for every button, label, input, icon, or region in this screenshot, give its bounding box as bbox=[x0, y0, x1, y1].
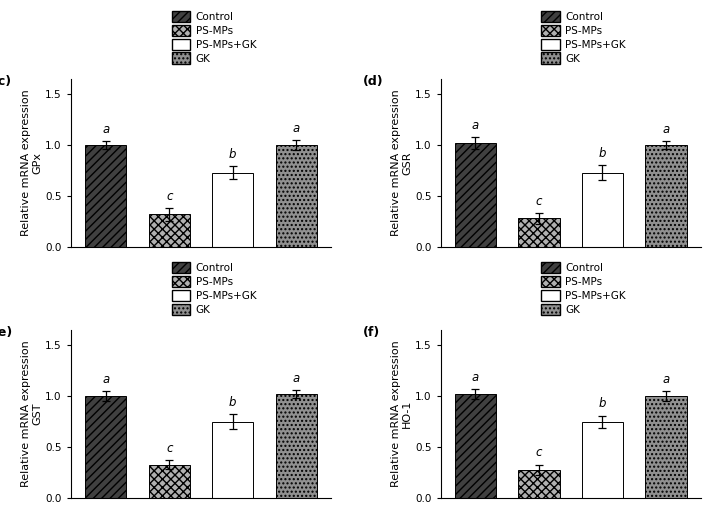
Text: c: c bbox=[536, 195, 542, 208]
Text: c: c bbox=[166, 442, 173, 455]
Bar bbox=[646, 396, 687, 498]
Legend: Control, PS-MPs, PS-MPs+GK, GK: Control, PS-MPs, PS-MPs+GK, GK bbox=[168, 6, 261, 68]
Bar bbox=[518, 218, 559, 247]
Text: b: b bbox=[599, 147, 606, 160]
Bar bbox=[455, 143, 496, 247]
Bar bbox=[582, 172, 623, 247]
Bar bbox=[646, 145, 687, 247]
Text: b: b bbox=[599, 398, 606, 411]
Bar bbox=[275, 145, 317, 247]
Text: a: a bbox=[292, 372, 300, 385]
Text: b: b bbox=[229, 397, 236, 409]
Bar bbox=[149, 465, 190, 498]
Legend: Control, PS-MPs, PS-MPs+GK, GK: Control, PS-MPs, PS-MPs+GK, GK bbox=[537, 6, 630, 68]
Bar bbox=[518, 470, 559, 498]
Y-axis label: Relative mRNA expression
GPx: Relative mRNA expression GPx bbox=[21, 89, 42, 236]
Text: a: a bbox=[102, 373, 109, 386]
Legend: Control, PS-MPs, PS-MPs+GK, GK: Control, PS-MPs, PS-MPs+GK, GK bbox=[537, 257, 630, 319]
Bar bbox=[85, 145, 126, 247]
Legend: Control, PS-MPs, PS-MPs+GK, GK: Control, PS-MPs, PS-MPs+GK, GK bbox=[168, 257, 261, 319]
Text: a: a bbox=[472, 371, 479, 384]
Text: (c): (c) bbox=[0, 75, 12, 88]
Bar bbox=[212, 172, 253, 247]
Bar bbox=[85, 396, 126, 498]
Text: c: c bbox=[166, 190, 173, 203]
Text: (f): (f) bbox=[362, 326, 379, 339]
Text: (d): (d) bbox=[362, 75, 383, 88]
Y-axis label: Relative mRNA expression
GST: Relative mRNA expression GST bbox=[21, 340, 42, 487]
Text: (e): (e) bbox=[0, 326, 13, 339]
Bar bbox=[149, 214, 190, 247]
Y-axis label: Relative mRNA expression
GSR: Relative mRNA expression GSR bbox=[391, 89, 412, 236]
Text: a: a bbox=[292, 122, 300, 135]
Bar bbox=[582, 421, 623, 498]
Y-axis label: Relative mRNA expression
HO-1: Relative mRNA expression HO-1 bbox=[391, 340, 412, 487]
Text: c: c bbox=[536, 446, 542, 459]
Text: a: a bbox=[663, 122, 670, 136]
Bar bbox=[212, 421, 253, 498]
Bar bbox=[275, 394, 317, 498]
Bar bbox=[455, 394, 496, 498]
Text: a: a bbox=[472, 119, 479, 132]
Text: a: a bbox=[102, 122, 109, 136]
Text: b: b bbox=[229, 148, 236, 161]
Text: a: a bbox=[663, 373, 670, 386]
